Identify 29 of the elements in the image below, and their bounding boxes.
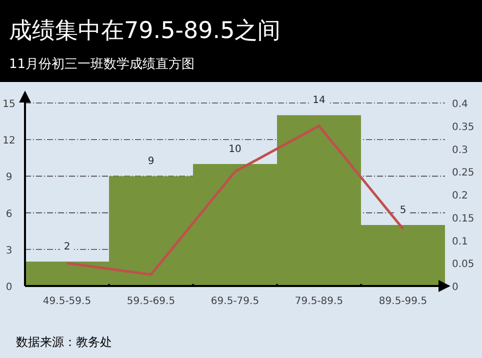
y2-tick-label: 0.05 <box>452 259 474 270</box>
y-tick-label: 15 <box>2 99 16 110</box>
chart-title: 成绩集中在79.5-89.5之间 <box>9 18 281 44</box>
data-label: 9 <box>148 156 154 168</box>
y-tick-label: 3 <box>6 245 12 256</box>
y2-tick-label: 0.2 <box>452 190 468 202</box>
x-tick-label: 59.5-69.5 <box>126 296 176 307</box>
line-series <box>66 124 404 276</box>
data-label: 5 <box>400 205 406 216</box>
y2-tick-label: 0.15 <box>452 213 474 224</box>
source-note: 数据来源：教务处 <box>16 335 112 349</box>
x-tick-label: 69.5-79.5 <box>210 296 260 307</box>
y2-tick-label: 0.35 <box>452 122 474 133</box>
y2-tick-label: 0.3 <box>452 144 468 156</box>
data-label: 14 <box>312 95 326 106</box>
y-tick-label: 9 <box>6 172 12 184</box>
x-tick-label: 89.5-99.5 <box>378 296 428 307</box>
x-tick-label: 49.5-59.5 <box>42 296 92 307</box>
y2-tick-label: 0 <box>452 282 458 293</box>
y2-tick-label: 0.25 <box>452 168 474 179</box>
y2-tick-label: 0.4 <box>452 99 468 110</box>
x-tick-label: 79.5-89.5 <box>294 296 344 307</box>
data-label: 2 <box>64 242 70 253</box>
y-tick-label: 6 <box>6 208 12 220</box>
y-tick-label: 12 <box>2 136 16 147</box>
y-tick-label: 0 <box>6 282 12 293</box>
y2-tick-label: 0.1 <box>452 236 468 248</box>
chart-subtitle: 11月份初三一班数学成绩直方图 <box>9 56 195 72</box>
data-label: 10 <box>228 144 242 155</box>
